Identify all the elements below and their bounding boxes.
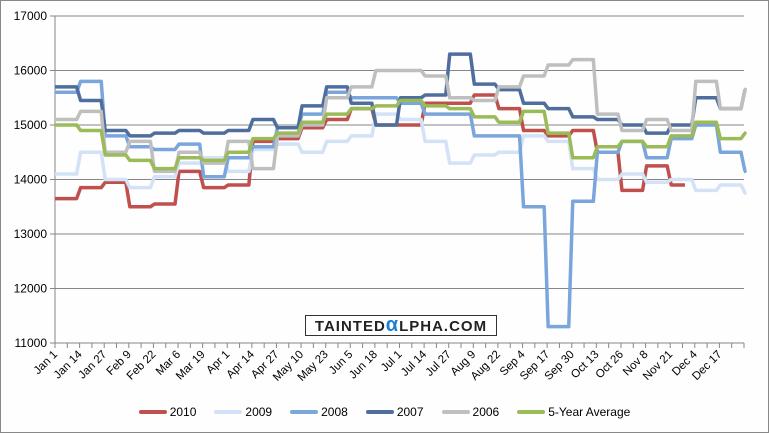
legend-label: 2009: [245, 405, 273, 419]
legend-item: 5-Year Average: [517, 405, 630, 419]
legend-swatch: [517, 410, 546, 414]
legend-swatch: [290, 410, 319, 414]
legend-swatch: [214, 410, 243, 414]
series-line-5-year-average: [55, 98, 747, 171]
y-tick-label: 14000: [14, 173, 48, 187]
legend-item: 2006: [441, 405, 500, 419]
series-line-2008: [55, 79, 747, 329]
series-line-2006: [55, 57, 747, 174]
y-tick-label: 11000: [15, 336, 48, 350]
series-line-2010: [55, 93, 685, 209]
y-tick-label: 12000: [14, 282, 48, 296]
x-tick-label: Jul 14: [399, 348, 430, 379]
legend-label: 2008: [321, 405, 348, 419]
y-tick-label: 13000: [14, 227, 48, 241]
legend-item: 2007: [365, 405, 424, 419]
watermark-alpha: α: [385, 314, 400, 336]
y-tick-label: 15000: [14, 118, 48, 132]
legend-swatch: [365, 410, 394, 414]
x-tick-label: Jun 18: [347, 349, 380, 382]
legend-swatch: [138, 410, 167, 414]
watermark-logo: TAINTEDαLPHA.COM: [305, 315, 497, 336]
y-tick-label: 17000: [14, 9, 48, 23]
legend-label: 2010: [169, 405, 197, 419]
legend-item: 2009: [214, 405, 272, 419]
legend-label: 5-Year Average: [548, 405, 631, 419]
y-tick-label: 16000: [14, 64, 48, 78]
watermark-text: LPHA.COM: [399, 318, 488, 335]
x-tick-label: Oct 26: [594, 349, 626, 381]
legend-item: 2008: [290, 405, 348, 419]
legend-swatch: [441, 410, 470, 414]
legend-item: 2010: [138, 405, 197, 419]
x-tick-label: Jul 27: [424, 349, 454, 379]
x-tick-label: Jan 27: [76, 349, 109, 382]
legend-label: 2007: [396, 405, 424, 419]
watermark-text: TAINTED: [314, 318, 386, 335]
legend: 2010 2009 2008 2007 2006 5-Year Average: [1, 405, 768, 419]
legend-label: 2006: [472, 405, 500, 419]
